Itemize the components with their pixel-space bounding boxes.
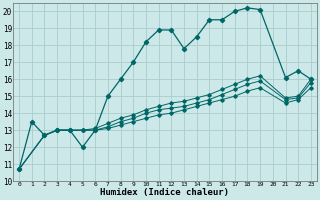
X-axis label: Humidex (Indice chaleur): Humidex (Indice chaleur) (100, 188, 229, 197)
